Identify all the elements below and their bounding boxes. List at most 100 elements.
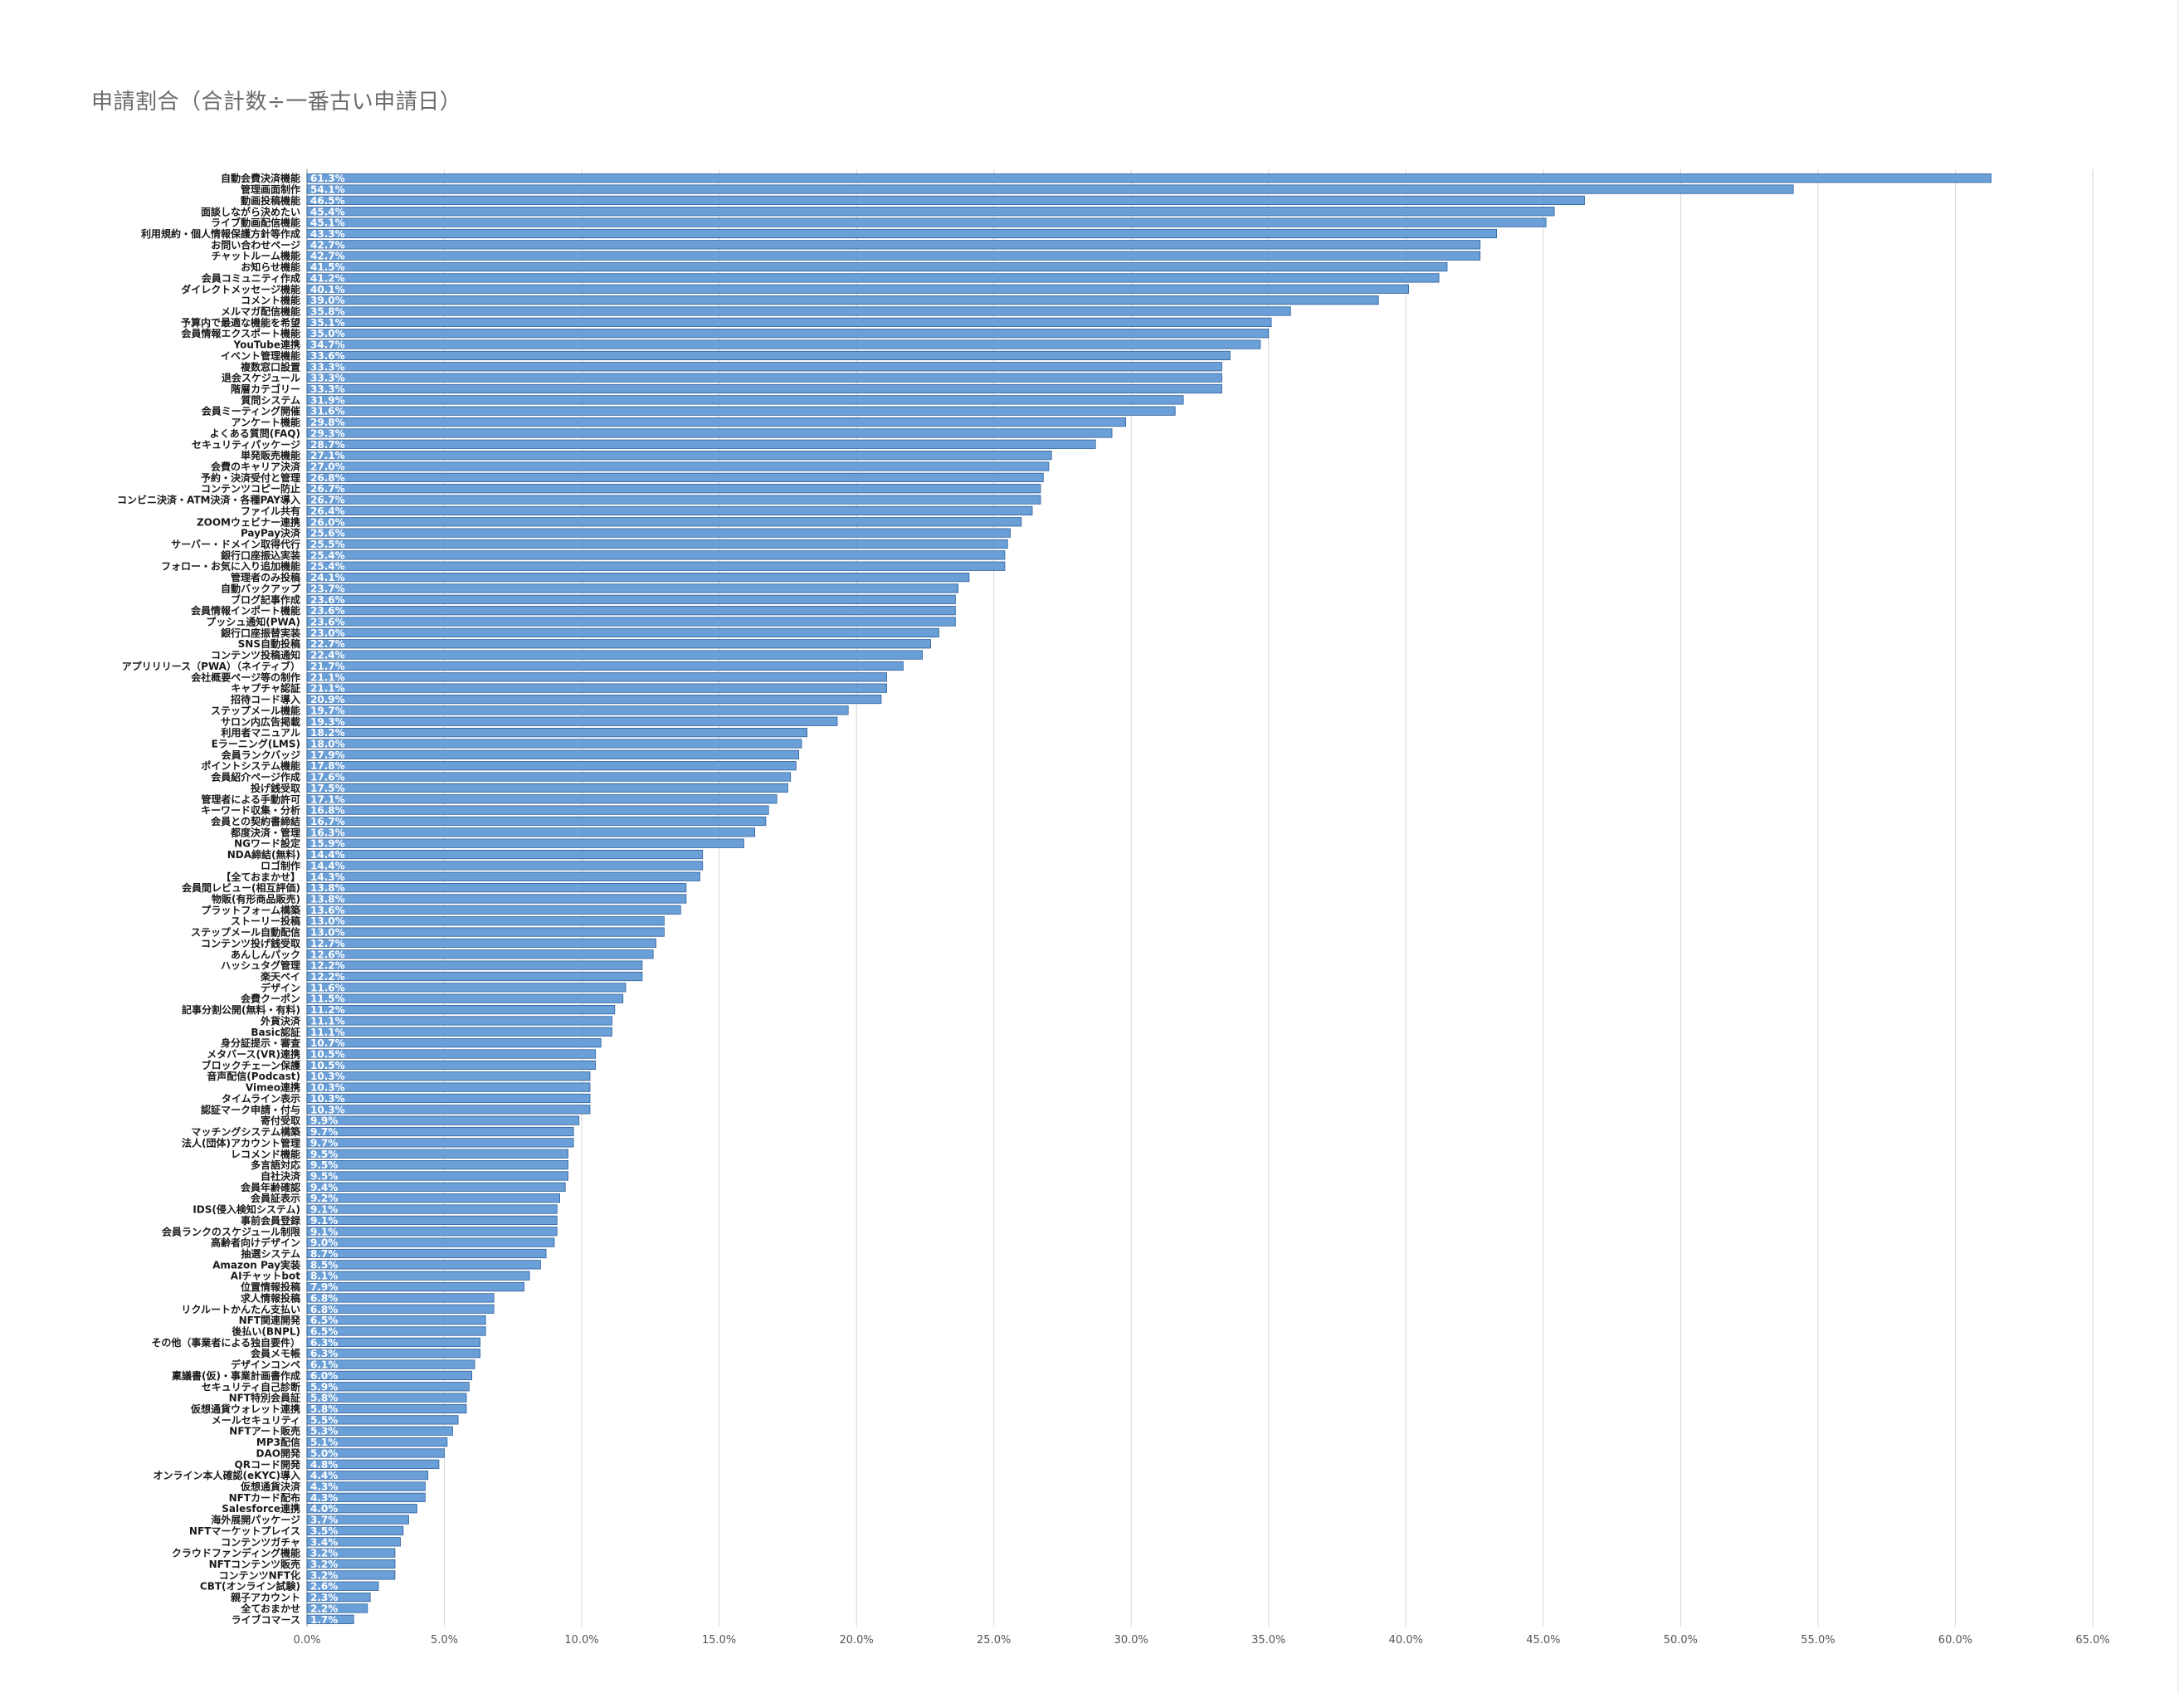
category-label: 動画投稿機能	[241, 194, 300, 207]
category-label: コンテンツ投稿通知	[211, 649, 300, 661]
data-label: 3.2%	[310, 1569, 338, 1581]
bar	[306, 1393, 467, 1403]
category-label: マッチングシステム構築	[191, 1125, 301, 1138]
x-tick-label: 40.0%	[1389, 1634, 1423, 1647]
data-label: 10.3%	[310, 1082, 345, 1094]
x-tick-label: 50.0%	[1664, 1634, 1698, 1647]
data-label: 33.6%	[310, 350, 345, 362]
category-label: NFTコンテンツ販売	[209, 1558, 300, 1570]
x-tick-label: 30.0%	[1114, 1634, 1148, 1647]
category-label: 記事分割公開(無料・有料)	[182, 1003, 300, 1016]
data-labels: 61.3%54.1%46.5%45.4%45.1%43.3%42.7%42.7%…	[310, 173, 345, 1626]
category-label: 認証マーク申請・付与	[201, 1103, 300, 1115]
bar	[306, 905, 681, 915]
category-label: Amazon Pay実装	[212, 1258, 300, 1271]
category-label: 抽選システム	[241, 1247, 300, 1260]
bar	[306, 428, 1113, 438]
bar	[306, 1049, 597, 1059]
data-label: 46.5%	[310, 195, 345, 207]
category-label: サーバー・ドメイン取得代行	[171, 538, 300, 550]
category-label: アンケート機能	[231, 416, 300, 428]
bar	[306, 1459, 440, 1469]
bar	[306, 550, 1006, 560]
category-label: 後払い(BNPL)	[232, 1325, 300, 1337]
data-label: 13.8%	[310, 882, 345, 894]
data-label: 29.3%	[310, 427, 345, 439]
bar	[306, 1093, 591, 1104]
bar	[306, 1515, 409, 1525]
data-label: 5.8%	[310, 1403, 338, 1415]
category-label: IDS(侵入検知システム)	[193, 1203, 300, 1216]
data-label: 19.3%	[310, 716, 345, 728]
category-label: お知らせ機能	[241, 261, 300, 273]
category-label: 身分証提示・審査	[221, 1037, 301, 1049]
data-label: 7.9%	[310, 1281, 338, 1293]
data-label: 29.8%	[310, 417, 345, 428]
category-label: レコメンド機能	[231, 1148, 300, 1160]
data-label: 33.3%	[310, 373, 345, 384]
category-label: NFT特別会員証	[229, 1392, 300, 1404]
bar	[306, 461, 1050, 471]
data-label: 10.3%	[310, 1093, 345, 1105]
category-label: アプリリリース（PWA）（ネイティブ）	[122, 660, 300, 672]
category-label: ロゴ制作	[261, 859, 300, 871]
bar	[306, 1060, 597, 1070]
bar	[306, 1248, 547, 1259]
category-label: CBT(オンライン試験)	[200, 1580, 300, 1593]
bar	[306, 1215, 558, 1226]
category-label: チャットルーム機能	[211, 250, 300, 262]
data-label: 13.0%	[310, 927, 345, 939]
bar	[306, 472, 1044, 482]
category-label: 楽天ペイ	[261, 970, 300, 983]
x-tick-label: 15.0%	[702, 1634, 736, 1647]
data-label: 22.7%	[310, 638, 345, 650]
bar	[306, 484, 1041, 494]
bar	[306, 794, 778, 804]
category-label: プッシュ通知(PWA)	[206, 616, 300, 628]
bar	[306, 451, 1052, 461]
bar	[306, 395, 1184, 405]
bar	[306, 1471, 429, 1481]
bar	[306, 761, 797, 771]
data-label: 54.1%	[310, 184, 345, 196]
bar	[306, 406, 1176, 416]
category-label: 会員証表示	[251, 1192, 300, 1204]
category-label: 会費クーポン	[241, 993, 300, 1005]
bar	[306, 417, 1127, 427]
bar	[306, 1126, 574, 1137]
data-label: 14.3%	[310, 871, 345, 883]
bar	[306, 827, 756, 837]
bar	[306, 916, 665, 926]
x-tick-label: 45.0%	[1526, 1634, 1560, 1647]
category-label: リクルートかんたん支払い	[181, 1303, 300, 1315]
category-label: 会員紹介ページ作成	[211, 771, 300, 783]
data-label: 31.9%	[310, 394, 345, 406]
bar	[306, 650, 924, 660]
bar	[306, 1403, 467, 1414]
data-label: 2.3%	[310, 1592, 338, 1603]
category-label: コンテンツ投げ銭受取	[201, 937, 300, 949]
data-label: 26.4%	[310, 505, 345, 517]
data-label: 9.0%	[310, 1237, 338, 1249]
category-label: ステップメール機能	[211, 704, 300, 716]
data-label: 14.4%	[310, 860, 345, 871]
category-label: よくある質問(FAQ)	[210, 427, 300, 439]
category-label: 利用規約・個人情報保護方針等作成	[141, 227, 300, 240]
x-axis-tick-labels: 0.0% 5.0% 10.0% 15.0% 20.0% 25.0% 30.0% 35.0% 40…	[293, 1634, 2109, 1647]
bar	[306, 184, 1794, 194]
category-label: 外貨決済	[261, 1014, 301, 1027]
data-label: 23.0%	[310, 627, 345, 639]
data-label: 26.7%	[310, 483, 345, 495]
bar	[306, 207, 1555, 217]
category-label: コンテンツNFT化	[219, 1569, 300, 1581]
bar	[306, 594, 956, 604]
data-label: 27.0%	[310, 461, 345, 473]
category-label: キーワード収集・分析	[201, 804, 300, 817]
bar	[306, 716, 838, 726]
bar	[306, 1027, 612, 1037]
bar	[306, 1537, 401, 1547]
category-label: メルマガ配信機能	[221, 305, 300, 317]
data-label: 10.3%	[310, 1104, 345, 1115]
category-label: MP3配信	[256, 1436, 300, 1448]
bar	[306, 1603, 368, 1613]
